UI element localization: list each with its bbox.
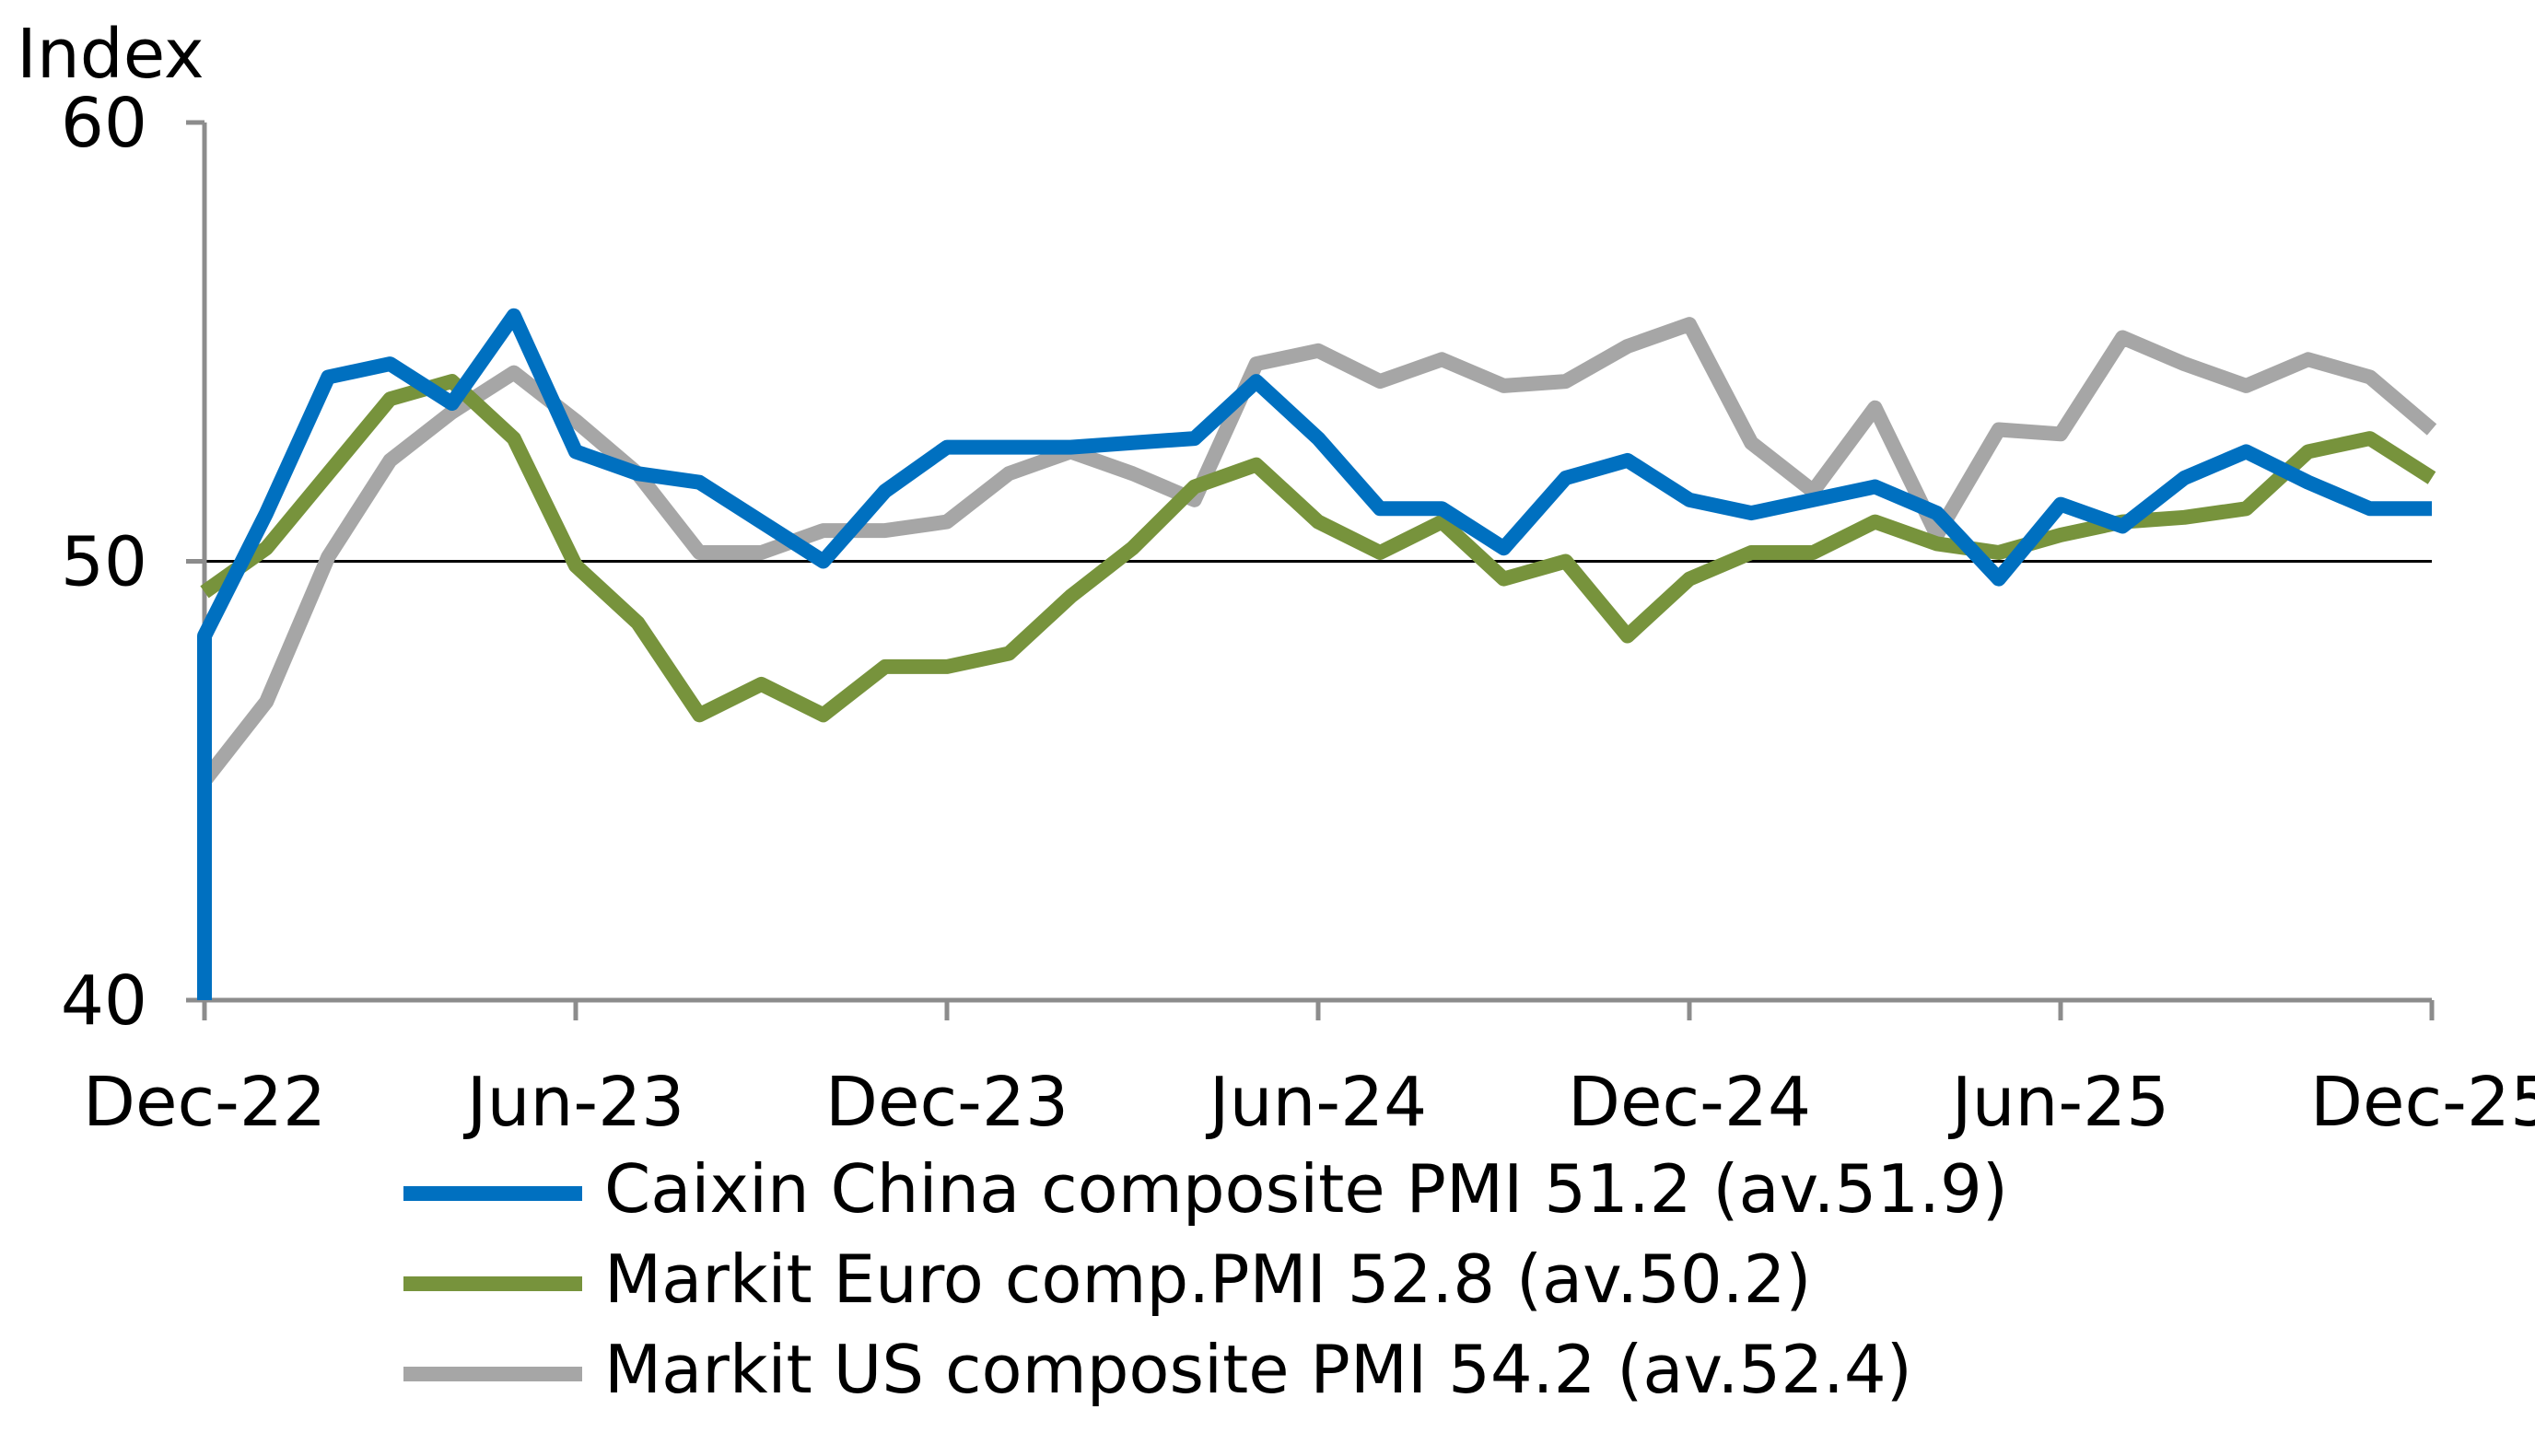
x-tick-label: Dec-25 bbox=[2310, 1063, 2535, 1142]
x-tick-label: Dec-24 bbox=[1568, 1063, 1811, 1142]
x-tick-label: Jun-25 bbox=[1948, 1063, 2170, 1142]
x-tick-labels: Dec-22 Jun-23 Dec-23 Jun-24 Dec-24 Jun-25 Dec-… bbox=[83, 1063, 2535, 1142]
legend: Caixin China composite PMI 51.2 (av.51.9… bbox=[403, 1150, 2008, 1408]
series-line-euro bbox=[200, 374, 2436, 723]
x-tick-label: Dec-22 bbox=[83, 1063, 326, 1142]
y-tick-labels: 40 50 60 bbox=[61, 84, 147, 1041]
x-tick-label: Jun-23 bbox=[463, 1063, 685, 1142]
series-line-us bbox=[198, 317, 2437, 786]
y-tick-label: 60 bbox=[61, 84, 147, 163]
x-tick-label: Jun-24 bbox=[1206, 1063, 1428, 1142]
y-axis-label: Index bbox=[17, 15, 204, 94]
series-line-china bbox=[197, 308, 2432, 1000]
y-tick-label: 40 bbox=[61, 961, 147, 1041]
legend-label: Caixin China composite PMI 51.2 (av.51.9… bbox=[604, 1150, 2008, 1228]
series-group bbox=[197, 308, 2437, 1000]
legend-label: Markit US composite PMI 54.2 (av.52.4) bbox=[604, 1331, 1912, 1408]
axes bbox=[186, 120, 2435, 1020]
legend-label: Markit Euro comp.PMI 52.8 (av.50.2) bbox=[604, 1241, 1811, 1318]
y-tick-label: 50 bbox=[61, 523, 147, 602]
x-tick-label: Dec-23 bbox=[825, 1063, 1069, 1142]
